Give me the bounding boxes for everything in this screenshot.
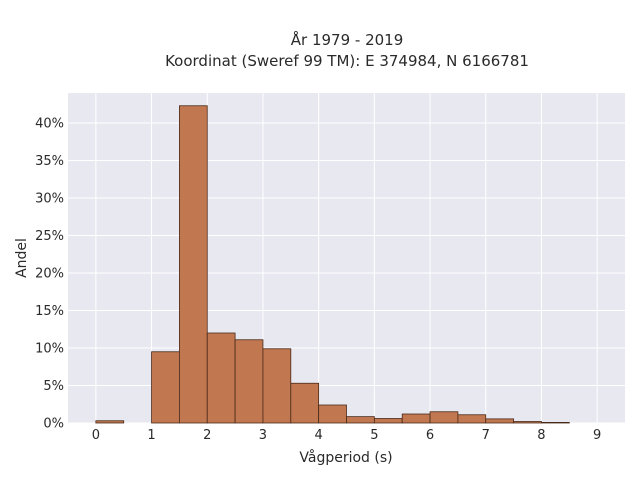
x-tick-label: 3	[259, 428, 267, 443]
y-tick-label: 20%	[35, 267, 64, 282]
y-tick-label: 35%	[35, 154, 64, 169]
histogram-bar	[290, 382, 320, 424]
histogram-bar	[457, 414, 487, 424]
histogram-bar	[234, 339, 264, 424]
x-tick-label: 4	[315, 428, 323, 443]
histogram-bar	[513, 421, 542, 424]
y-tick-label: 15%	[35, 304, 64, 319]
histogram-bar	[346, 416, 375, 424]
histogram-bar	[429, 411, 459, 424]
x-tick-label: 7	[482, 428, 490, 443]
histogram-bar	[401, 413, 431, 424]
x-tick-labels: 0 1 2 3 4 5 6 7 8 9	[92, 428, 602, 443]
y-tick-label: 10%	[35, 342, 64, 357]
histogram-bar	[95, 420, 125, 424]
bars	[95, 105, 570, 424]
y-tick-label: 25%	[35, 229, 64, 244]
y-tick-label: 40%	[35, 117, 64, 132]
x-tick-label: 1	[147, 428, 155, 443]
histogram-bar	[541, 421, 570, 424]
y-axis-label: Andel	[14, 238, 30, 278]
y-tick-label: 5%	[43, 379, 64, 394]
x-tick-label: 5	[370, 428, 378, 443]
chart-title: År 1979 - 2019	[291, 30, 404, 49]
histogram-bar	[178, 105, 208, 424]
chart-subtitle: Koordinat (Sweref 99 TM): E 374984, N 61…	[165, 52, 529, 70]
x-axis-label: Vågperiod (s)	[299, 449, 392, 466]
histogram-bar	[318, 404, 347, 424]
x-tick-label: 2	[203, 428, 211, 443]
histogram-bar	[151, 351, 180, 424]
histogram-bar	[206, 332, 236, 424]
histogram-bar	[373, 418, 403, 424]
histogram-bar	[262, 348, 292, 424]
x-tick-label: 8	[537, 428, 545, 443]
x-tick-label: 9	[593, 428, 601, 443]
y-tick-label: 0%	[43, 417, 64, 432]
y-tick-labels: 0% 5% 10% 15% 20% 25% 30% 35% 40%	[35, 117, 64, 432]
histogram-bar	[485, 418, 515, 424]
x-tick-label: 0	[92, 428, 100, 443]
x-tick-label: 6	[426, 428, 434, 443]
y-tick-label: 30%	[35, 192, 64, 207]
